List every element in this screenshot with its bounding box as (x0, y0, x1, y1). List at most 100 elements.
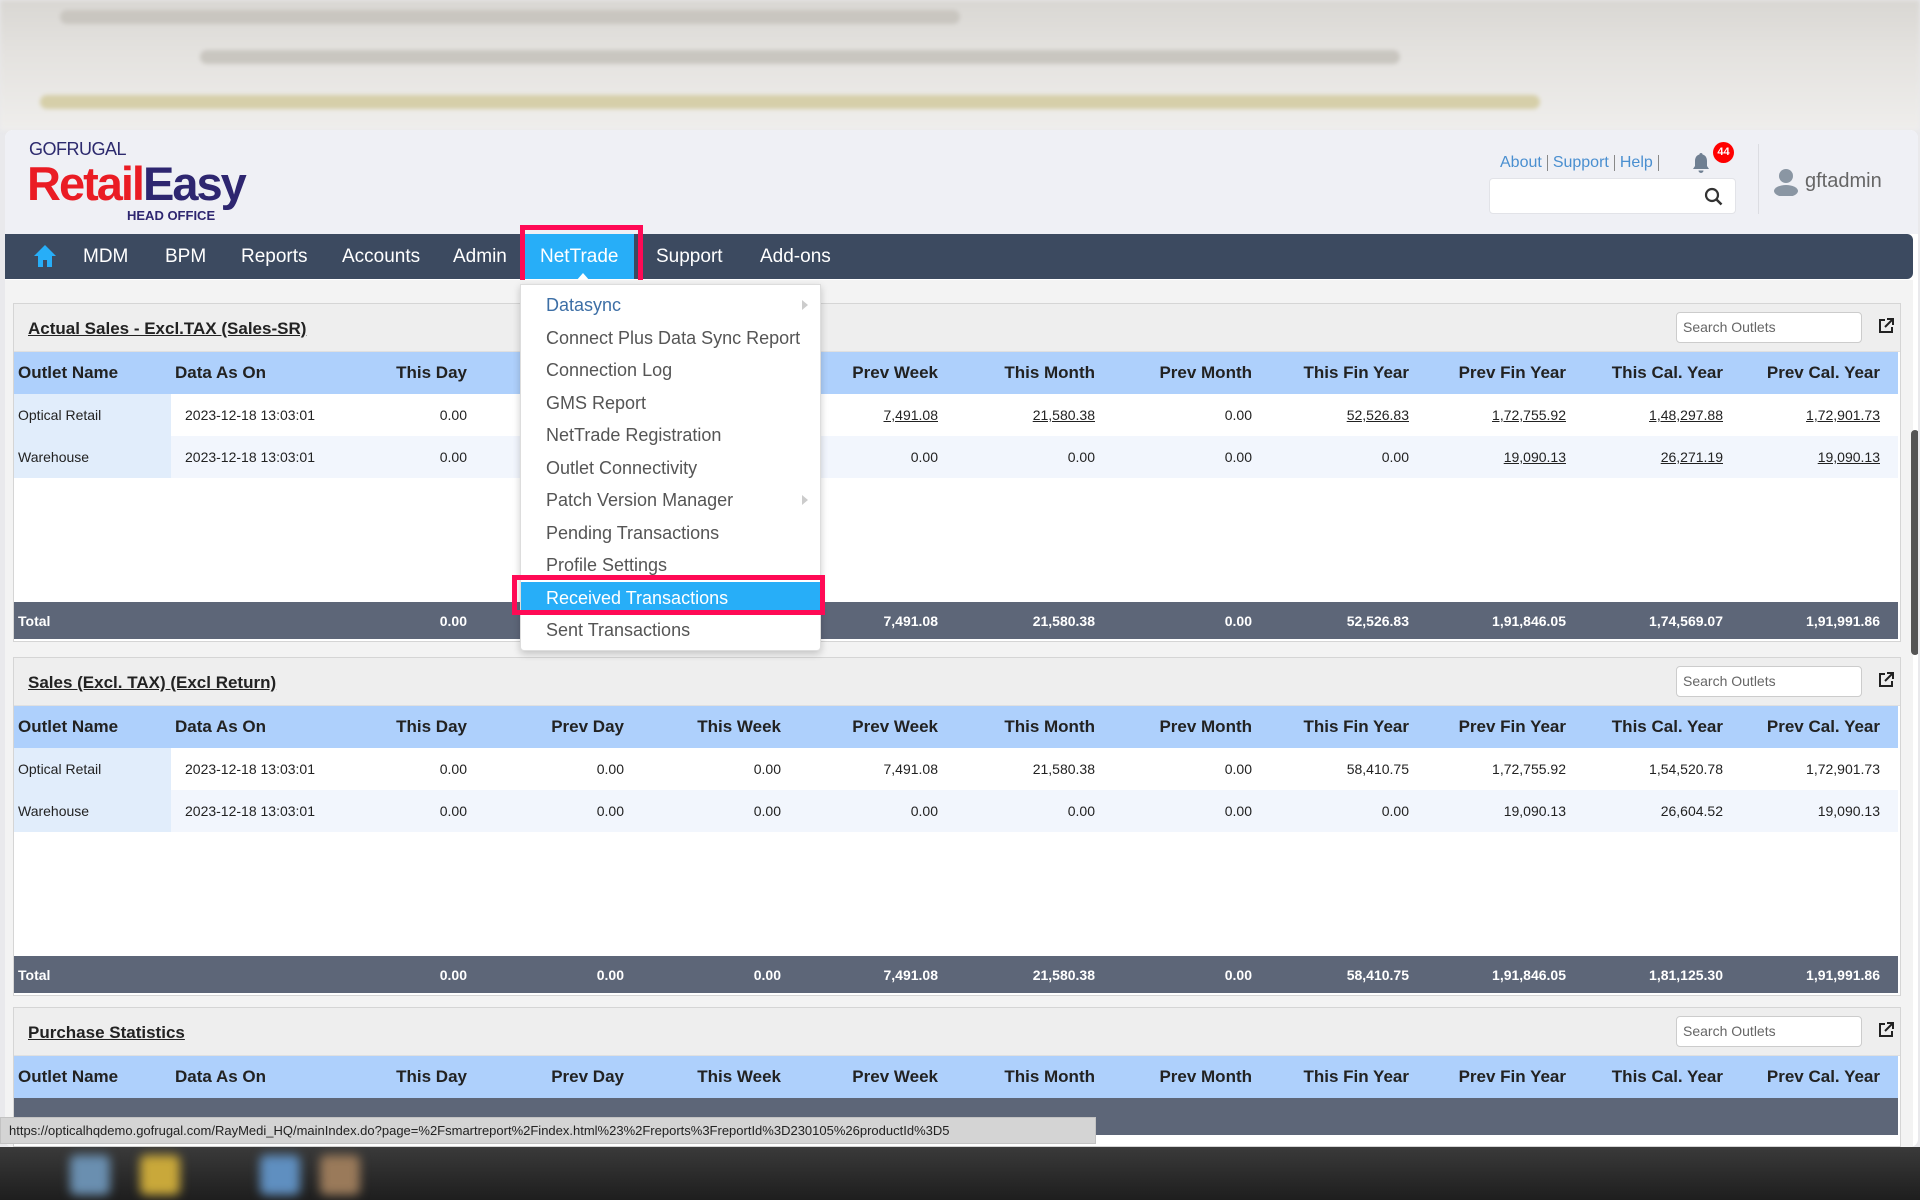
popout-icon[interactable] (1878, 1022, 1894, 1038)
nav-mdm[interactable]: MDM (83, 246, 129, 267)
value-cell[interactable]: 1,72,901.73 (1741, 394, 1898, 436)
popout-icon[interactable] (1878, 318, 1894, 334)
column-header[interactable]: This Month (956, 706, 1113, 748)
search-icon[interactable] (1704, 187, 1723, 206)
nav-nettrade[interactable]: NetTrade (525, 234, 634, 279)
menu-item-patch-version-manager[interactable]: Patch Version Manager (521, 484, 820, 516)
column-header[interactable]: Prev Month (1113, 352, 1270, 394)
column-header[interactable]: This Week (642, 706, 799, 748)
column-header[interactable]: This Cal. Year (1584, 352, 1741, 394)
column-header[interactable]: This Month (956, 1056, 1113, 1098)
menu-item-datasync[interactable]: Datasync (521, 289, 820, 321)
column-header[interactable]: This Day (328, 1056, 485, 1098)
popout-icon[interactable] (1878, 672, 1894, 688)
total-cell: 0.00 (1113, 602, 1270, 639)
data-as-on-cell: 2023-12-18 13:03:01 (171, 436, 328, 478)
notification-badge[interactable]: 44 (1713, 142, 1734, 163)
value-cell: 0.00 (799, 790, 956, 832)
column-header[interactable]: This Cal. Year (1584, 1056, 1741, 1098)
menu-item-pending-transactions[interactable]: Pending Transactions (521, 517, 820, 549)
column-header[interactable]: This Month (956, 352, 1113, 394)
user-avatar-icon[interactable] (1773, 168, 1799, 196)
menu-item-sent-transactions[interactable]: Sent Transactions (521, 614, 820, 646)
column-header[interactable]: Prev Week (799, 706, 956, 748)
column-header[interactable]: This Fin Year (1270, 1056, 1427, 1098)
total-cell (171, 602, 328, 639)
menu-item-connect-plus-data-sync-report[interactable]: Connect Plus Data Sync Report (521, 322, 820, 354)
value-cell[interactable]: 1,48,297.88 (1584, 394, 1741, 436)
column-header[interactable]: Outlet Name (14, 352, 171, 394)
column-header[interactable]: Prev Fin Year (1427, 706, 1584, 748)
global-search-input[interactable] (1489, 178, 1736, 214)
total-cell: 21,580.38 (956, 602, 1113, 639)
menu-item-nettrade-registration[interactable]: NetTrade Registration (521, 419, 820, 451)
value-cell[interactable]: 21,580.38 (956, 394, 1113, 436)
nav-support[interactable]: Support (656, 246, 723, 267)
column-header[interactable]: Prev Week (799, 1056, 956, 1098)
column-header[interactable]: Prev Cal. Year (1741, 1056, 1898, 1098)
nav-reports[interactable]: Reports (241, 246, 308, 267)
menu-item-profile-settings[interactable]: Profile Settings (521, 549, 820, 581)
column-header[interactable]: Prev Fin Year (1427, 352, 1584, 394)
column-header[interactable]: This Day (328, 706, 485, 748)
nav-add-ons[interactable]: Add-ons (760, 246, 831, 267)
nav-admin[interactable]: Admin (453, 246, 507, 267)
panel-title-link[interactable]: Actual Sales - Excl.TAX (Sales-SR) (28, 319, 307, 338)
column-header[interactable]: Prev Week (799, 352, 956, 394)
value-cell: 0.00 (1270, 436, 1427, 478)
data-as-on-cell: 2023-12-18 13:03:01 (171, 748, 328, 790)
panel-header: Purchase Statistics Search Outlets (14, 1008, 1900, 1056)
column-header[interactable]: Prev Cal. Year (1741, 352, 1898, 394)
column-header[interactable]: Outlet Name (14, 706, 171, 748)
page-scrollbar[interactable] (1911, 430, 1918, 655)
column-header[interactable]: Outlet Name (14, 1056, 171, 1098)
home-icon[interactable] (33, 244, 57, 268)
total-cell: 0.00 (328, 956, 485, 993)
panel-title-link[interactable]: Sales (Excl. TAX) (Excl Return) (28, 673, 277, 692)
search-outlets-input[interactable]: Search Outlets (1676, 666, 1862, 697)
column-header[interactable]: This Week (642, 1056, 799, 1098)
column-header[interactable]: Prev Cal. Year (1741, 706, 1898, 748)
panel-actual-sales: Actual Sales - Excl.TAX (Sales-SR) Search… (13, 303, 1901, 642)
column-header[interactable]: Prev Day (485, 706, 642, 748)
value-cell: 0.00 (799, 436, 956, 478)
logo-retaileasy[interactable]: RetailEasy (27, 160, 247, 207)
panel-title-link[interactable]: Purchase Statistics (28, 1023, 185, 1042)
column-header[interactable]: Prev Month (1113, 1056, 1270, 1098)
search-outlets-input[interactable]: Search Outlets (1676, 312, 1862, 343)
column-header[interactable]: Data As On (171, 706, 328, 748)
total-cell (1584, 1098, 1741, 1135)
panel-header: Actual Sales - Excl.TAX (Sales-SR) Search… (14, 304, 1900, 352)
value-cell[interactable]: 19,090.13 (1741, 436, 1898, 478)
bell-icon[interactable] (1691, 152, 1711, 174)
menu-item-connection-log[interactable]: Connection Log (521, 354, 820, 386)
help-link[interactable]: Help (1619, 154, 1653, 171)
value-cell[interactable]: 52,526.83 (1270, 394, 1427, 436)
value-cell[interactable]: 7,491.08 (799, 394, 956, 436)
menu-item-gms-report[interactable]: GMS Report (521, 387, 820, 419)
column-header[interactable]: Prev Month (1113, 706, 1270, 748)
about-link[interactable]: About (1500, 154, 1542, 171)
column-header[interactable]: Data As On (171, 352, 328, 394)
menu-item-label: NetTrade Registration (546, 425, 722, 445)
nav-accounts[interactable]: Accounts (342, 246, 421, 267)
column-header[interactable]: Data As On (171, 1056, 328, 1098)
value-cell[interactable]: 1,72,755.92 (1427, 394, 1584, 436)
value-cell[interactable]: 26,271.19 (1584, 436, 1741, 478)
column-header[interactable]: Prev Fin Year (1427, 1056, 1584, 1098)
table-row: Warehouse 2023-12-18 13:03:01 0.00 0.00 0.00… (14, 790, 1898, 832)
column-header[interactable]: This Day (328, 352, 485, 394)
nav-bpm[interactable]: BPM (165, 246, 207, 267)
dashboard-content: Actual Sales - Excl.TAX (Sales-SR) Search… (5, 280, 1913, 1147)
menu-item-outlet-connectivity[interactable]: Outlet Connectivity (521, 452, 820, 484)
column-header[interactable]: This Cal. Year (1584, 706, 1741, 748)
value-cell[interactable]: 19,090.13 (1427, 436, 1584, 478)
column-header[interactable]: This Fin Year (1270, 352, 1427, 394)
username[interactable]: gftadmin (1805, 170, 1882, 192)
column-header[interactable]: This Fin Year (1270, 706, 1427, 748)
column-header[interactable]: Prev Day (485, 1056, 642, 1098)
menu-item-received-transactions[interactable]: Received Transactions (521, 581, 820, 614)
search-outlets-input[interactable]: Search Outlets (1676, 1016, 1862, 1047)
value-cell: 0.00 (485, 748, 642, 790)
support-link[interactable]: Support (1552, 154, 1609, 171)
